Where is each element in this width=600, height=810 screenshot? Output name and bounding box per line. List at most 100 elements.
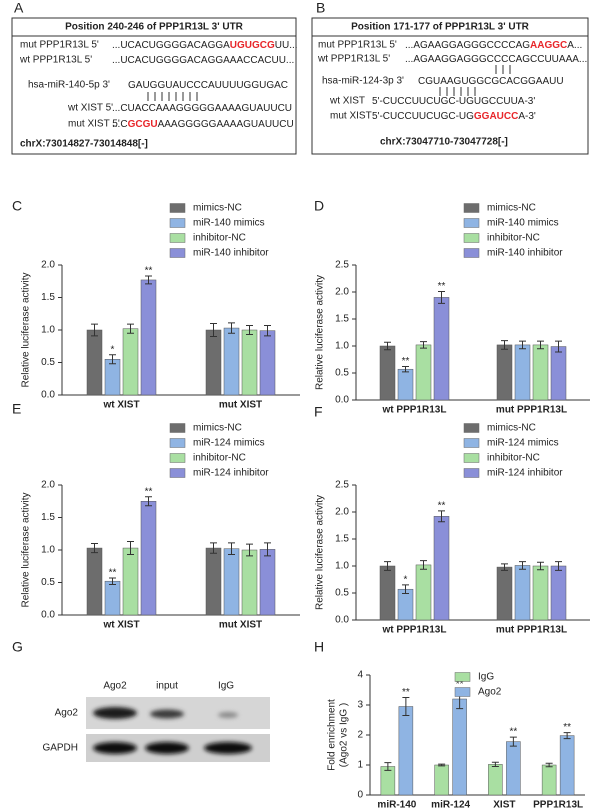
error-bar xyxy=(228,542,235,556)
coordinates: chrX:73014827-73014848[-] xyxy=(20,139,148,150)
error-bar xyxy=(420,341,427,349)
sequence-segment: ...AGAAGGAGGGCCCCAG xyxy=(405,40,530,51)
bar xyxy=(104,580,121,616)
bar xyxy=(496,344,513,401)
legend-label: miR-124 mimics xyxy=(193,438,265,449)
error-bar xyxy=(537,340,544,350)
error-bar xyxy=(384,341,391,351)
legend-label: mimics-NC xyxy=(193,423,242,434)
sequence-label: wt PPP1R13L 5' xyxy=(317,54,390,65)
bar xyxy=(241,549,258,616)
bar xyxy=(415,344,432,401)
x-tick-label: wt XIST xyxy=(102,620,139,631)
significance: ** xyxy=(145,486,153,497)
y-axis-label: Relative luciferase activity xyxy=(315,495,326,610)
error-bar xyxy=(509,736,517,747)
sequence-segment: UGUGCG xyxy=(230,40,275,51)
legend-swatch xyxy=(169,453,186,463)
y-tick-label: 1.0 xyxy=(335,561,349,572)
y-tick-label: 1 xyxy=(357,760,363,771)
bar xyxy=(86,329,103,396)
pairing-bars xyxy=(439,65,511,96)
western-blot: Ago2 input IgG Ago2 GAPDH xyxy=(42,681,270,762)
legend-swatch xyxy=(463,248,480,258)
y-tick-label: 0.5 xyxy=(335,368,349,379)
bar xyxy=(205,329,222,396)
legend-swatch xyxy=(454,672,471,682)
bar xyxy=(259,549,276,616)
error-bar xyxy=(127,323,134,334)
blot-band xyxy=(93,707,137,719)
legend-swatch xyxy=(169,468,186,478)
sequence-segment: A-3' xyxy=(518,111,536,122)
x-tick-label: XIST xyxy=(493,800,515,810)
y-tick-label: 2.0 xyxy=(335,507,349,518)
legend-swatch xyxy=(463,203,480,213)
y-axis-label: Relative luciferase activity xyxy=(21,492,32,607)
y-tick-label: 2.0 xyxy=(41,260,55,271)
error-bar xyxy=(246,543,253,557)
bar xyxy=(379,345,396,401)
sequence-label: mut PPP1R13L 5' xyxy=(20,40,99,51)
error-bar xyxy=(537,561,544,571)
legend-label: IgG xyxy=(478,672,494,683)
error-bar xyxy=(91,323,98,337)
error-bar xyxy=(438,290,445,304)
y-tick-label: 0.5 xyxy=(41,577,55,588)
blot-band xyxy=(218,712,238,718)
y-tick-label: 0.0 xyxy=(41,610,55,621)
sequence-segment: GCGU xyxy=(128,119,158,130)
y-tick-label: 0.0 xyxy=(335,615,349,626)
y-tick-label: 3 xyxy=(357,700,363,711)
bar xyxy=(550,565,567,621)
row-label: Ago2 xyxy=(55,708,79,719)
panel-label: A xyxy=(14,0,24,16)
error-bar xyxy=(501,563,508,571)
sequence: CGUAAGUGGCGCACGGAAUU xyxy=(418,76,564,87)
bar xyxy=(415,564,432,621)
significance: ** xyxy=(456,679,464,690)
error-bar xyxy=(563,732,571,740)
x-tick-label: mut PPP1R13L xyxy=(496,625,567,636)
legend-swatch xyxy=(169,248,186,258)
y-tick-label: 2.5 xyxy=(335,480,349,491)
sequence-segment: UU... xyxy=(275,40,298,51)
error-bar xyxy=(228,322,235,334)
error-bar xyxy=(545,762,553,768)
bar xyxy=(433,516,450,621)
sequence: ...AGAAGGAGGGCCCCAGAAGGCA... xyxy=(405,40,582,51)
y-tick-label: 1.0 xyxy=(41,325,55,336)
x-tick-label: mut PPP1R13L xyxy=(496,405,567,416)
panel-label: B xyxy=(316,0,325,16)
significance: * xyxy=(404,575,408,586)
error-bar xyxy=(210,542,217,554)
x-tick-label: PPP1R13L xyxy=(533,800,583,810)
bar xyxy=(550,346,567,401)
panel-label: G xyxy=(12,639,23,655)
x-tick-label: wt XIST xyxy=(102,400,139,411)
y-tick-label: 2.5 xyxy=(335,260,349,271)
legend-swatch xyxy=(169,233,186,243)
y-tick-label: 1.0 xyxy=(335,341,349,352)
significance: ** xyxy=(438,281,446,292)
error-bar xyxy=(127,541,134,556)
legend-label: mimics-NC xyxy=(487,423,536,434)
bar xyxy=(514,344,531,401)
y-tick-label: 2.0 xyxy=(335,287,349,298)
sequence-label: wt XIST xyxy=(329,96,365,107)
sequence-label: wt XIST 5' xyxy=(67,103,113,114)
y-tick-label: 1.0 xyxy=(41,545,55,556)
sequence: GAUGGUAUCCCAUUUUGGUGAC xyxy=(128,80,288,91)
error-bar xyxy=(264,324,271,337)
x-tick-label: mut XIST xyxy=(219,620,262,631)
legend-label: mimics-NC xyxy=(487,203,536,214)
sequence-segment: ...UCACUGGGGACAGGA xyxy=(112,40,230,51)
x-tick-label: mut XIST xyxy=(219,400,262,411)
sequence-segment: GGAUCC xyxy=(474,111,518,122)
y-axis-label: Relative luciferase activity xyxy=(315,275,326,390)
bar xyxy=(241,329,258,396)
error-bar xyxy=(246,324,253,336)
legend-label: miR-124 inhibitor xyxy=(193,468,269,479)
legend-label: miR-140 mimics xyxy=(487,218,559,229)
error-bar xyxy=(109,577,116,585)
